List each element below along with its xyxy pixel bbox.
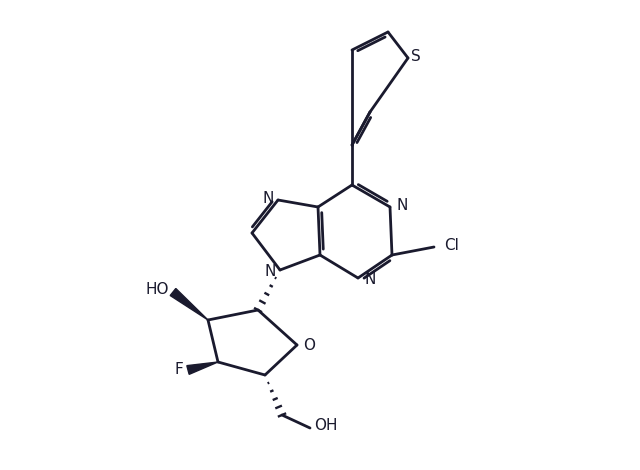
Text: F: F — [175, 362, 184, 377]
Text: HO: HO — [145, 282, 169, 297]
Polygon shape — [170, 289, 208, 320]
Text: OH: OH — [314, 418, 338, 433]
Text: Cl: Cl — [445, 237, 460, 252]
Text: O: O — [303, 337, 315, 352]
Polygon shape — [187, 362, 218, 374]
Text: N: N — [262, 190, 274, 205]
Text: N: N — [396, 197, 408, 212]
Text: N: N — [264, 265, 276, 280]
Text: S: S — [411, 48, 421, 63]
Text: N: N — [364, 273, 376, 288]
